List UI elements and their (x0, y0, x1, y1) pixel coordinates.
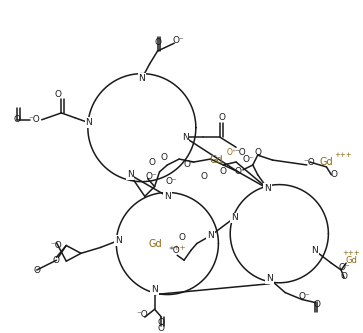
Text: O: O (154, 38, 161, 47)
Text: O: O (158, 318, 165, 327)
Text: O: O (179, 233, 185, 242)
Text: O: O (313, 300, 320, 309)
Text: O⁺: O⁺ (226, 148, 236, 157)
Text: O: O (331, 170, 338, 179)
Text: ⁻O: ⁻O (28, 115, 40, 124)
Text: O⁻: O⁻ (146, 172, 158, 181)
Text: ⁻O: ⁻O (50, 241, 62, 250)
Text: N: N (207, 231, 214, 240)
Text: N: N (231, 213, 237, 222)
Text: O: O (33, 265, 40, 274)
Text: O⁻: O⁻ (242, 155, 254, 164)
Text: O: O (158, 324, 165, 333)
Text: Gd: Gd (319, 157, 333, 167)
Text: N: N (264, 184, 271, 193)
Text: O: O (148, 158, 155, 166)
Text: O⁻: O⁻ (338, 262, 350, 272)
Text: N: N (311, 246, 318, 255)
Text: ⁻O: ⁻O (136, 310, 148, 319)
Text: N: N (151, 285, 158, 294)
Text: O⁻: O⁻ (166, 177, 177, 186)
Text: +++: +++ (342, 250, 360, 256)
Text: O: O (234, 167, 241, 176)
Text: Gd: Gd (149, 238, 162, 248)
Text: N: N (266, 274, 273, 283)
Text: O: O (254, 148, 261, 157)
Text: O: O (53, 256, 60, 265)
Text: N: N (115, 236, 122, 245)
Text: Gd: Gd (210, 155, 223, 165)
Text: ⁻O: ⁻O (234, 148, 246, 157)
Text: ⁻O: ⁻O (168, 246, 180, 255)
Text: O: O (219, 113, 226, 122)
Text: N: N (138, 74, 145, 83)
Text: O: O (55, 90, 62, 99)
Text: N: N (127, 170, 134, 179)
Text: Gd: Gd (345, 256, 357, 265)
Text: N: N (85, 118, 92, 127)
Text: O: O (220, 167, 227, 176)
Text: ⁻O: ⁻O (304, 158, 315, 166)
Text: O: O (14, 115, 21, 124)
Text: N: N (164, 192, 171, 201)
Text: O: O (340, 272, 348, 281)
Text: N: N (182, 133, 188, 142)
Text: O⁻: O⁻ (183, 161, 195, 169)
Text: O: O (200, 172, 207, 181)
Text: O⁻: O⁻ (299, 292, 311, 301)
Text: +++: +++ (168, 245, 186, 251)
Text: O⁻: O⁻ (172, 36, 184, 45)
Text: +++: +++ (334, 152, 352, 158)
Text: O: O (161, 153, 168, 162)
